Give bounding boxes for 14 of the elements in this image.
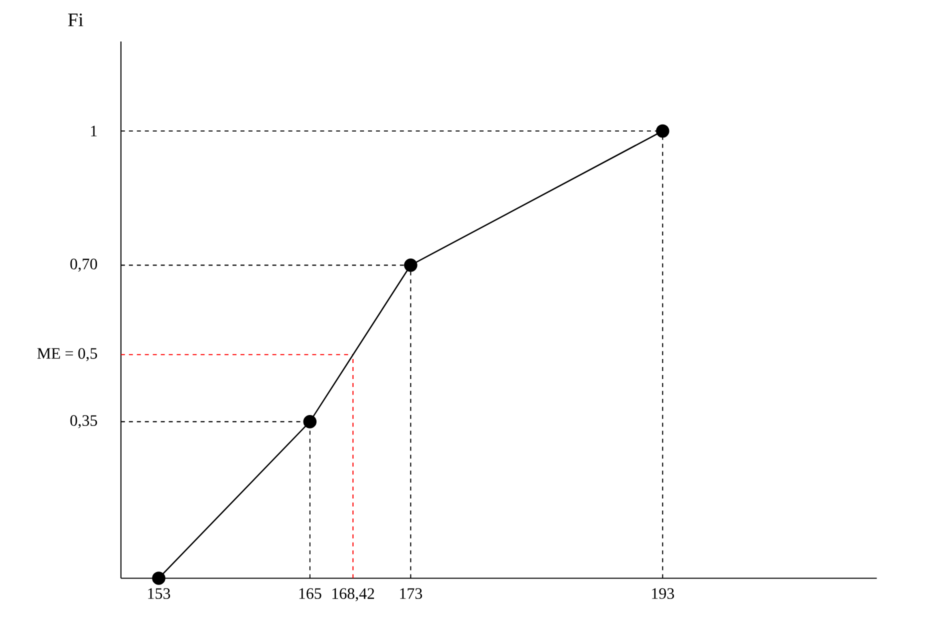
y-tick-label: 0,35 (70, 415, 98, 428)
point (656, 124, 670, 138)
x-tick-label: 165 (299, 588, 322, 600)
point (404, 258, 418, 272)
y-tick-label: 1 (91, 126, 97, 136)
y-axis-title: Fi (68, 14, 84, 26)
x-tick-label: 168,42 (332, 588, 374, 602)
x-tick-label: 153 (148, 588, 170, 600)
y-tick-label: ME = 0,5 (37, 348, 98, 362)
y-tick-label: 0,70 (70, 258, 98, 272)
point (303, 415, 317, 428)
x-tick-label: 173 (400, 588, 422, 600)
point (152, 572, 166, 586)
x-tick-label: 193 (652, 588, 674, 600)
